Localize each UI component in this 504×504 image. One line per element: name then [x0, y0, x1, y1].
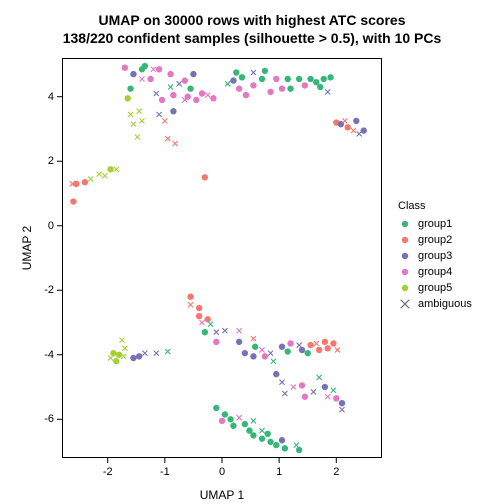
legend-item-group3: group3 [398, 248, 472, 264]
legend-label: group5 [418, 282, 452, 294]
legend-item-group1: group1 [398, 216, 472, 232]
legend-label: group4 [418, 266, 452, 278]
y-tick-label: -2 [34, 284, 54, 296]
legend-label: group3 [418, 250, 452, 262]
title-line2: 138/220 confident samples (silhouette > … [63, 30, 442, 46]
legend-label: group1 [418, 218, 452, 230]
x-tick-label: 2 [333, 466, 339, 478]
plot-area [62, 58, 382, 458]
chart-title: UMAP on 30000 rows with highest ATC scor… [0, 12, 504, 47]
legend-label: ambiguous [418, 298, 472, 310]
title-line1: UMAP on 30000 rows with highest ATC scor… [98, 12, 405, 28]
y-tick-label: 0 [34, 220, 54, 232]
circle-marker-icon [398, 281, 412, 295]
circle-marker-icon [398, 265, 412, 279]
x-marker-icon [398, 297, 412, 311]
circle-marker-icon [398, 233, 412, 247]
legend-label: group2 [418, 234, 452, 246]
y-axis-label: UMAP 2 [20, 208, 34, 288]
x-tick-label: 0 [219, 466, 225, 478]
legend: Class group1 group2 group3 group4 group5 ambi… [398, 200, 472, 312]
y-tick-label: 4 [34, 91, 54, 103]
legend-item-ambiguous: ambiguous [398, 296, 472, 312]
x-tick-label: -1 [160, 466, 170, 478]
circle-marker-icon [398, 249, 412, 263]
y-tick-label: -4 [34, 349, 54, 361]
x-axis-label: UMAP 1 [62, 488, 382, 502]
y-tick-label: -6 [34, 413, 54, 425]
legend-title: Class [398, 200, 472, 212]
figure: UMAP on 30000 rows with highest ATC scor… [0, 0, 504, 504]
x-tick-label: -2 [103, 466, 113, 478]
legend-item-group2: group2 [398, 232, 472, 248]
y-tick-label: 2 [34, 155, 54, 167]
legend-item-group5: group5 [398, 280, 472, 296]
legend-items: group1 group2 group3 group4 group5 ambiguous [398, 216, 472, 312]
plot-svg [62, 58, 382, 458]
x-tick-label: 1 [276, 466, 282, 478]
circle-marker-icon [398, 217, 412, 231]
legend-item-group4: group4 [398, 264, 472, 280]
